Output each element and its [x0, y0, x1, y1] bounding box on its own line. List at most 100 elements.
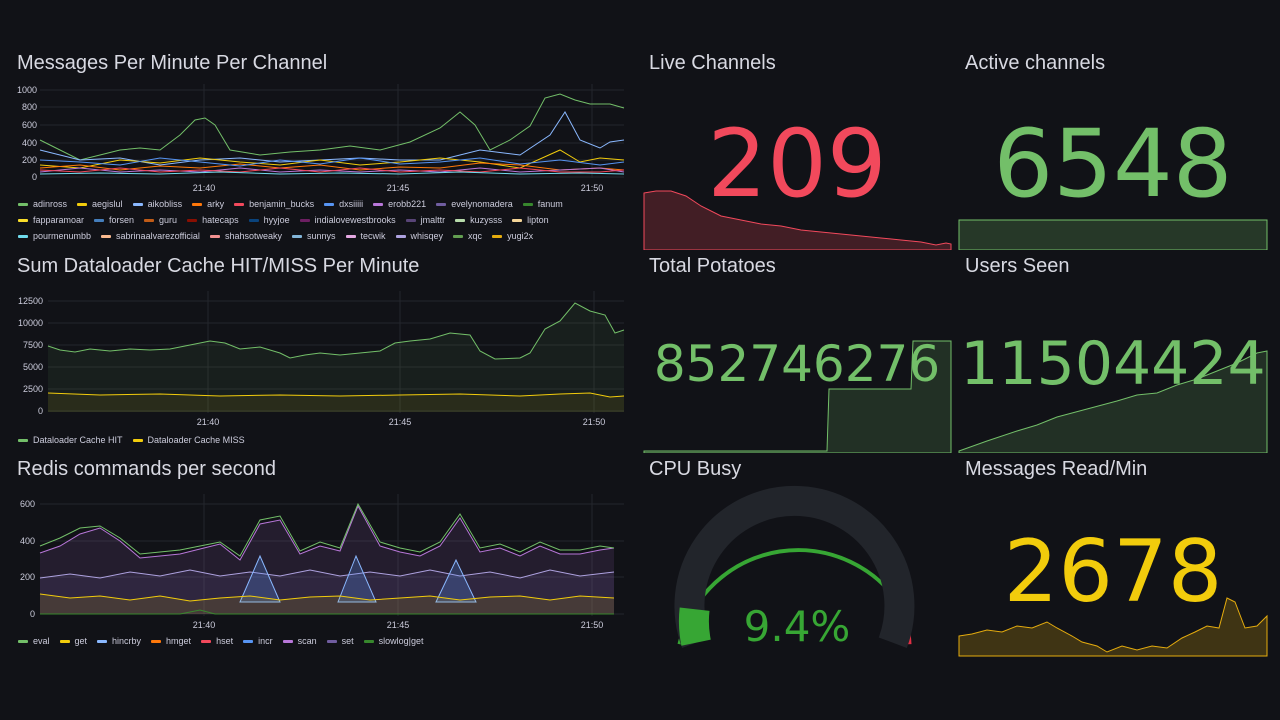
- y-tick: 0: [32, 172, 37, 182]
- legend-item[interactable]: pourmenumbb: [18, 228, 91, 244]
- legend-item[interactable]: eval: [18, 633, 50, 649]
- legend-swatch: [192, 203, 203, 207]
- legend-item[interactable]: xqc: [453, 228, 482, 244]
- legend-swatch: [324, 203, 335, 207]
- legend-item[interactable]: adinross: [18, 196, 67, 212]
- legend-swatch: [94, 219, 105, 223]
- legend-label: eval: [33, 636, 50, 646]
- legend-item[interactable]: yugi2x: [492, 228, 533, 244]
- legend-label: kuzysss: [470, 215, 503, 225]
- panel-title: Redis commands per second: [17, 458, 277, 480]
- legend-item[interactable]: incr: [243, 633, 273, 649]
- legend-item[interactable]: shahsotweaky: [209, 228, 282, 244]
- series-line: [39, 167, 625, 173]
- active-channels-panel[interactable]: Active channels 6548: [957, 0, 1269, 250]
- cpu-gauge: [674, 485, 915, 648]
- legend-item[interactable]: tecwik: [345, 228, 386, 244]
- legend-item[interactable]: aikobliss: [132, 196, 182, 212]
- dataloader-cache-panel[interactable]: Sum Dataloader Cache HIT/MISS Per Minute…: [0, 203, 640, 453]
- legend-item[interactable]: hatecaps: [187, 212, 239, 228]
- legend-label: hatecaps: [202, 215, 239, 225]
- legend-item[interactable]: erobb221: [373, 196, 426, 212]
- legend-item[interactable]: hyyjoe: [248, 212, 290, 228]
- legend-item[interactable]: indialovewestbrooks: [299, 212, 396, 228]
- legend-item[interactable]: guru: [144, 212, 177, 228]
- total-potatoes-panel[interactable]: Total Potatoes 852746276: [641, 203, 953, 453]
- legend-item[interactable]: Dataloader Cache HIT: [18, 432, 123, 448]
- legend-label: arky: [207, 199, 225, 209]
- legend-swatch: [405, 219, 416, 223]
- legend-item[interactable]: whisqey: [395, 228, 444, 244]
- legend-item[interactable]: Dataloader Cache MISS: [132, 432, 245, 448]
- legend-label: whisqey: [410, 231, 444, 241]
- legend-item[interactable]: forsen: [94, 212, 134, 228]
- x-tick: 21:50: [581, 183, 604, 193]
- x-tick: 21:40: [193, 183, 216, 193]
- x-tick: 21:50: [581, 620, 604, 630]
- cache-chart[interactable]: 12500 10000 7500 5000 2500 0 21:40 21:45…: [0, 203, 640, 453]
- sparkline: [958, 219, 1268, 250]
- legend-swatch: [248, 219, 259, 223]
- legend-swatch: [77, 203, 88, 207]
- legend-label: erobb221: [388, 199, 427, 209]
- sparkline: [643, 340, 952, 453]
- legend-swatch: [18, 235, 28, 239]
- legend-swatch: [326, 640, 337, 644]
- panel-title: Live Channels: [649, 52, 776, 74]
- legend-item[interactable]: hincrby: [97, 633, 141, 649]
- chart-legend: Dataloader Cache HIT Dataloader Cache MIS…: [18, 432, 628, 448]
- stat-value: 209: [707, 110, 887, 219]
- legend-swatch: [299, 219, 310, 223]
- legend-item[interactable]: sunnys: [291, 228, 336, 244]
- legend-swatch: [373, 203, 384, 207]
- messages-chart[interactable]: 1000 800 600 400 200 0 21:40 21:45 21:50: [0, 0, 640, 250]
- legend-swatch: [492, 235, 503, 239]
- panel-title: Messages Read/Min: [965, 458, 1148, 480]
- legend-item[interactable]: benjamin_bucks: [234, 196, 314, 212]
- series-line: [39, 93, 625, 161]
- legend-item[interactable]: evelynomadera: [436, 196, 513, 212]
- series-line: [39, 504, 615, 561]
- legend-swatch: [512, 219, 523, 223]
- legend-item[interactable]: scan: [282, 633, 317, 649]
- legend-item[interactable]: dxsiiiii: [324, 196, 363, 212]
- legend-item[interactable]: aegislul: [77, 196, 123, 212]
- legend-item[interactable]: lipton: [512, 212, 549, 228]
- legend-item[interactable]: get: [59, 633, 87, 649]
- panel-title: CPU Busy: [649, 458, 742, 480]
- redis-commands-panel[interactable]: Redis commands per second 600 400 200 0 …: [0, 406, 640, 656]
- legend-item[interactable]: hmget: [151, 633, 191, 649]
- legend-item[interactable]: slowlog|get: [363, 633, 424, 649]
- series-line: [39, 502, 615, 557]
- legend-swatch: [18, 439, 28, 443]
- y-tick: 10000: [18, 318, 43, 328]
- x-tick: 21:40: [193, 620, 216, 630]
- messages-read-panel[interactable]: Messages Read/Min 2678: [957, 406, 1269, 666]
- legend-item[interactable]: set: [326, 633, 354, 649]
- cpu-busy-panel[interactable]: CPU Busy 9.4%: [641, 406, 953, 666]
- legend-item[interactable]: arky: [192, 196, 224, 212]
- stat-value: 11504424: [960, 329, 1266, 399]
- legend-label: lipton: [527, 215, 549, 225]
- legend-label: benjamin_bucks: [249, 199, 315, 209]
- legend-item[interactable]: hset: [201, 633, 233, 649]
- legend-label: Dataloader Cache HIT: [33, 435, 123, 445]
- redis-chart[interactable]: 600 400 200 0 21:40 21:45 21:50: [0, 406, 640, 656]
- messages-per-minute-panel[interactable]: Messages Per Minute Per Channel 1000 800…: [0, 0, 640, 250]
- legend-item[interactable]: kuzysss: [455, 212, 502, 228]
- legend-label: adinross: [33, 199, 68, 209]
- panel-title: Total Potatoes: [649, 255, 776, 277]
- legend-item[interactable]: fanum: [522, 196, 563, 212]
- live-channels-panel[interactable]: Live Channels 209: [641, 0, 953, 250]
- legend-item[interactable]: jmalttr: [405, 212, 445, 228]
- legend-label: slowlog|get: [378, 636, 424, 646]
- y-tick: 5000: [23, 362, 43, 372]
- legend-swatch: [101, 235, 112, 239]
- users-seen-panel[interactable]: Users Seen 11504424: [957, 203, 1269, 453]
- chart-legend: eval get hincrby hmget hset incr scan set slowlo…: [18, 633, 628, 649]
- legend-item[interactable]: sabrinaalvarezofficial: [101, 228, 200, 244]
- hit-line: [47, 302, 625, 360]
- legend-swatch: [363, 640, 374, 644]
- legend-item[interactable]: fapparamoar: [18, 212, 84, 228]
- legend-label: yugi2x: [507, 231, 534, 241]
